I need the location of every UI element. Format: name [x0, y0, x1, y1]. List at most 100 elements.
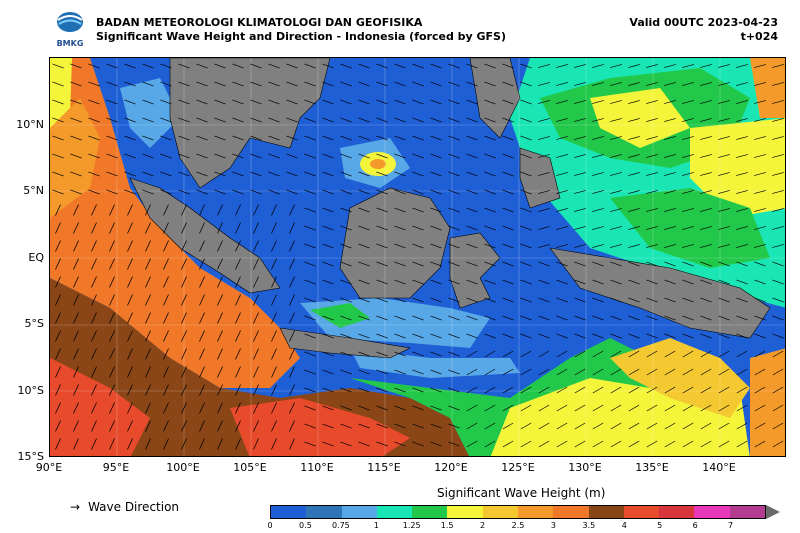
- wave-direction-arrows: [52, 63, 784, 450]
- wave-arrow: [286, 135, 298, 141]
- colorbar-segment: [341, 506, 377, 518]
- wave-arrow: [250, 153, 262, 159]
- wave-arrow: [520, 81, 532, 87]
- wave-arrow: [718, 333, 730, 339]
- wave-map[interactable]: [49, 57, 786, 457]
- wave-arrow: [466, 333, 478, 339]
- wave-arrow: [538, 190, 550, 194]
- wave-arrow: [556, 64, 568, 68]
- wave-arrow: [196, 99, 208, 105]
- wave-arrow: [556, 208, 568, 212]
- wave-arrow: [484, 315, 496, 321]
- wave-arrow: [736, 226, 748, 230]
- wave-arrow: [88, 117, 100, 123]
- wave-arrow: [664, 279, 676, 285]
- wave-arrow: [358, 261, 370, 267]
- wave-arrow: [466, 81, 478, 87]
- wave-arrow: [91, 240, 97, 252]
- wave-arrow: [628, 315, 640, 321]
- wave-arrow: [214, 153, 226, 159]
- wave-arrow: [646, 368, 658, 376]
- wave-arrow: [718, 100, 730, 104]
- wave-arrow: [340, 171, 352, 177]
- wave-arrow: [376, 81, 388, 87]
- wave-arrow: [106, 63, 118, 69]
- wave-arrow: [646, 404, 658, 412]
- wave-arrow: [91, 330, 97, 342]
- wave-arrow: [466, 225, 478, 231]
- wave-arrow: [466, 440, 478, 448]
- wave-arrow: [682, 136, 694, 140]
- wave-arrow: [304, 117, 316, 123]
- wave-arrow: [556, 100, 568, 104]
- wave-arrow: [55, 312, 61, 324]
- wave-arrow: [214, 117, 226, 123]
- wave-arrow: [73, 366, 79, 378]
- wave-arrow: [592, 404, 604, 412]
- wave-arrow: [448, 171, 460, 177]
- wave-arrow: [412, 297, 424, 303]
- wave-arrow: [289, 276, 295, 288]
- wave-arrow: [271, 348, 277, 360]
- wave-arrow: [574, 82, 586, 86]
- wave-arrow: [394, 387, 406, 393]
- wave-arrow: [106, 99, 118, 105]
- wave-arrow: [664, 261, 676, 267]
- wave-arrow: [754, 404, 766, 412]
- wave-arrow: [610, 297, 622, 303]
- wave-arrow: [700, 82, 712, 86]
- colorbar-segment: [482, 506, 518, 518]
- wave-arrow: [55, 420, 61, 432]
- wave-arrow: [163, 438, 169, 450]
- wave-arrow: [358, 117, 370, 123]
- wave-arrow: [253, 384, 259, 396]
- wave-arrow: [700, 244, 712, 248]
- wave-arrow: [754, 208, 766, 212]
- wave-arrow: [754, 279, 766, 285]
- colorbar-segment: [694, 506, 730, 518]
- wave-arrow: [358, 243, 370, 249]
- wave-arrow: [376, 243, 388, 249]
- wave-arrow: [754, 261, 766, 267]
- wave-arrow: [394, 297, 406, 303]
- wave-arrow: [181, 366, 187, 378]
- wave-arrow: [358, 315, 370, 321]
- wave-arrow: [718, 404, 730, 412]
- wave-arrow: [646, 226, 658, 230]
- wave-arrow: [556, 297, 568, 303]
- wave-arrow: [52, 135, 64, 141]
- wave-arrow: [520, 279, 532, 285]
- colorbar-tick: 6: [692, 521, 698, 530]
- wave-arrow: [253, 294, 259, 306]
- wave-arrow: [520, 422, 532, 430]
- wave-arrow: [682, 333, 694, 339]
- wave-arrow: [412, 351, 424, 357]
- wave-arrow: [271, 204, 277, 216]
- wave-arrow: [55, 258, 61, 270]
- wave-arrow: [196, 135, 208, 141]
- wave-arrow: [430, 261, 442, 267]
- wave-arrow: [646, 333, 658, 339]
- wave-arrow: [322, 297, 334, 303]
- wave-arrow: [163, 222, 169, 234]
- wave-arrow: [484, 207, 496, 213]
- wave-arrow: [376, 423, 388, 429]
- wave-arrow: [502, 207, 514, 213]
- wave-arrow: [700, 261, 712, 267]
- wave-arrow: [163, 402, 169, 414]
- wave-arrow: [73, 204, 79, 216]
- wave-arrow: [736, 154, 748, 158]
- colorbar-segment: [306, 506, 342, 518]
- wave-arrow: [700, 315, 712, 321]
- wave-arrow: [502, 261, 514, 267]
- wave-arrow: [628, 226, 640, 230]
- wave-arrow: [124, 135, 136, 141]
- wave-arrow: [664, 440, 676, 448]
- wave-arrow: [127, 312, 133, 324]
- wave-arrow: [520, 243, 532, 249]
- wave-arrow: [628, 350, 640, 358]
- wave-arrow: [217, 384, 223, 396]
- wave-arrow: [520, 207, 532, 213]
- wave-arrow: [376, 99, 388, 105]
- wave-arrow: [181, 384, 187, 396]
